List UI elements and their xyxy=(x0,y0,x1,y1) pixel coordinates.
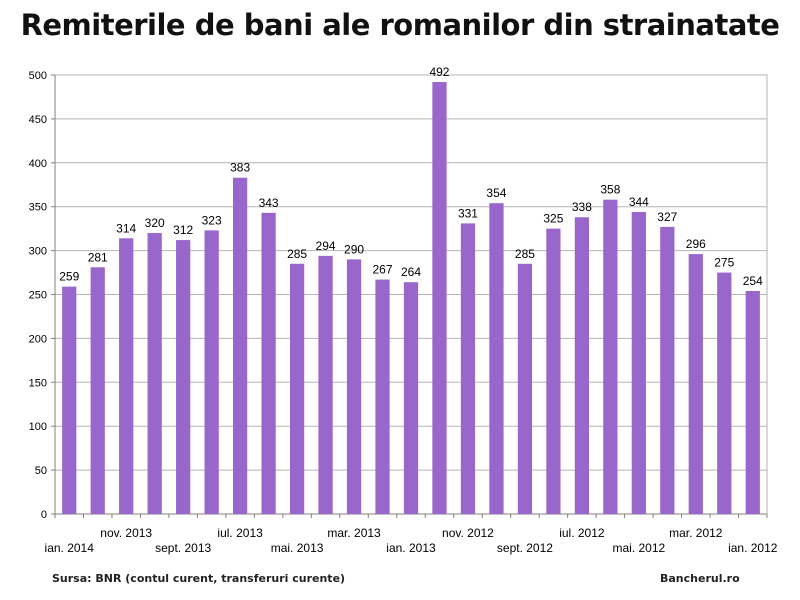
bar xyxy=(546,228,561,514)
y-tick-label: 350 xyxy=(29,202,47,214)
bar-value-label: 264 xyxy=(401,265,421,279)
bar xyxy=(289,263,305,514)
x-tick-label: sept. 2012 xyxy=(497,541,553,555)
bar xyxy=(204,230,219,514)
y-tick-label: 200 xyxy=(29,333,47,345)
bar xyxy=(346,259,362,514)
source-note: Sursa: BNR (contul curent, transferuri c… xyxy=(52,572,346,585)
x-tick-label: ian. 2014 xyxy=(45,541,95,555)
bar-value-label: 281 xyxy=(88,250,108,264)
bar xyxy=(688,254,703,514)
y-tick-label: 500 xyxy=(29,70,47,82)
bar-value-label: 323 xyxy=(202,213,222,227)
x-tick-label: mar. 2012 xyxy=(669,526,723,540)
y-tick-label: 50 xyxy=(35,465,47,477)
y-tick-label: 250 xyxy=(29,290,47,302)
x-tick-label: mai. 2013 xyxy=(271,541,324,555)
bar xyxy=(261,212,276,514)
bar-value-label: 294 xyxy=(316,239,336,253)
bar xyxy=(62,286,77,514)
bar-value-label: 259 xyxy=(59,270,79,284)
bar-value-label: 275 xyxy=(714,256,734,270)
bar xyxy=(631,211,646,514)
bar-value-label: 383 xyxy=(230,161,250,175)
bar xyxy=(176,240,191,514)
bar xyxy=(318,255,333,515)
x-tick-label: ian. 2013 xyxy=(386,541,436,555)
bar xyxy=(375,279,390,514)
bar xyxy=(90,267,105,514)
bar-value-label: 254 xyxy=(743,274,763,288)
bar-value-label: 296 xyxy=(686,237,706,251)
y-tick-label: 150 xyxy=(29,377,47,389)
bar-value-label: 325 xyxy=(543,212,563,226)
brand-label: Bancherul.ro xyxy=(660,572,740,585)
bar-value-label: 320 xyxy=(145,216,165,230)
bar xyxy=(745,290,760,514)
bar-value-label: 343 xyxy=(259,196,279,210)
x-tick-label: iul. 2013 xyxy=(217,526,263,540)
bar xyxy=(603,199,618,514)
bar-value-label: 344 xyxy=(629,195,649,209)
bar-value-label: 290 xyxy=(344,242,364,256)
y-tick-label: 0 xyxy=(41,509,47,521)
bar-value-label: 331 xyxy=(458,206,478,220)
bar-value-label: 267 xyxy=(373,263,393,277)
x-tick-label: ian. 2012 xyxy=(728,541,778,555)
y-tick-label: 450 xyxy=(29,114,47,126)
bar xyxy=(517,263,533,514)
bar xyxy=(717,272,732,514)
bar xyxy=(119,238,134,515)
bar-value-label: 338 xyxy=(572,200,592,214)
bar xyxy=(574,217,589,514)
bar-value-label: 285 xyxy=(287,247,307,261)
y-tick-label: 400 xyxy=(29,158,47,170)
x-tick-label: sept. 2013 xyxy=(155,541,211,555)
bar xyxy=(660,226,675,515)
bar xyxy=(233,177,248,514)
bar-value-label: 314 xyxy=(116,221,136,235)
x-tick-label: mai. 2012 xyxy=(612,541,665,555)
bar-value-label: 285 xyxy=(515,247,535,261)
x-tick-label: iul. 2012 xyxy=(559,526,605,540)
bar xyxy=(147,233,162,515)
chart-title: Remiterile de bani ale romanilor din str… xyxy=(20,8,780,42)
bar-value-label: 492 xyxy=(429,65,449,79)
bar-value-label: 354 xyxy=(486,186,506,200)
bar-value-label: 327 xyxy=(657,210,677,224)
y-tick-label: 100 xyxy=(29,421,47,433)
bar xyxy=(489,203,504,515)
bar-value-label: 358 xyxy=(600,183,620,197)
x-tick-label: nov. 2012 xyxy=(442,526,494,540)
bar xyxy=(432,82,447,515)
x-tick-label: mar. 2013 xyxy=(327,526,381,540)
x-tick-label: nov. 2013 xyxy=(100,526,152,540)
y-tick-label: 300 xyxy=(29,246,47,258)
bar xyxy=(403,282,419,514)
bar xyxy=(460,223,476,514)
bar-value-label: 312 xyxy=(173,223,193,237)
